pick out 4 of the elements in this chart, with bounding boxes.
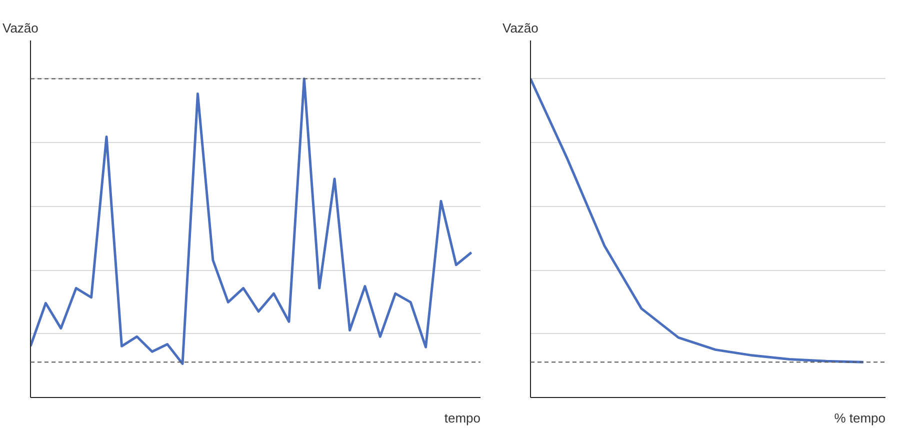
y-axis-title: Vazão [2, 20, 38, 36]
x-axis-title: % tempo [834, 410, 886, 426]
x-axis-title: tempo [444, 410, 481, 426]
y-axis-title: Vazão [502, 20, 538, 36]
